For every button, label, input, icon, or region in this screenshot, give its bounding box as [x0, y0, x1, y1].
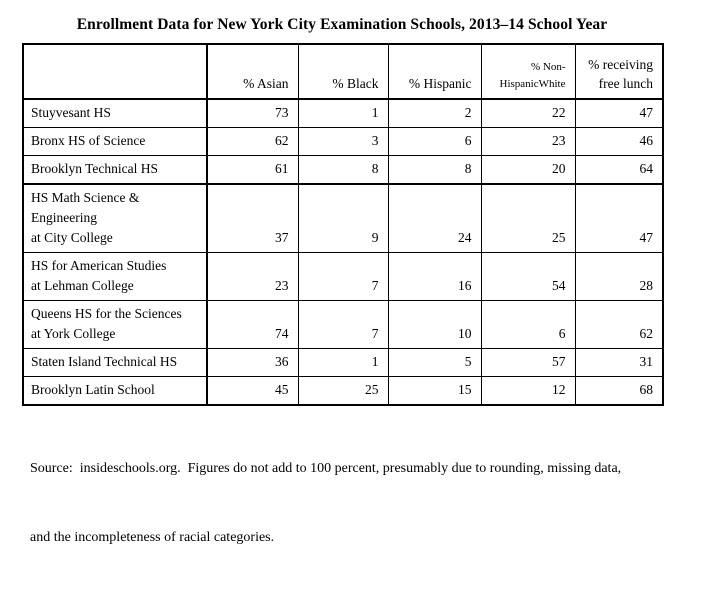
table-row: Queens HS for the Sciences at York Colle…	[22, 300, 664, 349]
value-cell-lunch: 64	[574, 155, 664, 185]
value-cell-hispanic: 10	[387, 300, 482, 349]
value-cell-white: 57	[480, 348, 576, 377]
header-cell-non-hispanic-white: % Non- HispanicWhite	[480, 43, 576, 100]
header-row: % Asian % Black % Hispanic % Non- Hispan…	[22, 43, 664, 100]
value-cell-lunch: 68	[574, 376, 664, 406]
footnote-line: Source: insideschools.org. Figures do no…	[30, 461, 622, 476]
value-cell-hispanic: 24	[387, 183, 482, 253]
value-cell-lunch: 47	[574, 183, 664, 253]
value-cell-white: 54	[480, 252, 576, 301]
footnote-line: and the incompleteness of racial categor…	[30, 530, 275, 545]
header-cell-black: % Black	[297, 43, 389, 100]
table-body: Stuyvesant HS 73 1 2 22 47 Bronx HS of S…	[22, 98, 664, 406]
value-cell-black: 7	[297, 300, 389, 349]
value-cell-white: 20	[480, 155, 576, 185]
table-row: HS for American Studies at Lehman Colleg…	[22, 252, 664, 301]
value-cell-hispanic: 6	[387, 127, 482, 156]
value-cell-lunch: 62	[574, 300, 664, 349]
school-name-cell: Brooklyn Latin School	[22, 376, 208, 406]
table-row: Brooklyn Technical HS 61 8 8 20 64	[22, 155, 664, 185]
table-row: HS Math Science & Engineering at City Co…	[22, 183, 664, 253]
value-cell-asian: 36	[206, 348, 299, 377]
value-cell-hispanic: 8	[387, 155, 482, 185]
value-cell-lunch: 46	[574, 127, 664, 156]
value-cell-asian: 73	[206, 98, 299, 128]
header-cell-hispanic: % Hispanic	[387, 43, 482, 100]
value-cell-asian: 45	[206, 376, 299, 406]
footnote: Source: insideschools.org. Figures do no…	[30, 411, 703, 595]
school-name-cell: HS for American Studies at Lehman Colleg…	[22, 252, 208, 301]
value-cell-white: 22	[480, 98, 576, 128]
document-page: Enrollment Data for New York City Examin…	[22, 16, 664, 545]
header-cell-asian: % Asian	[206, 43, 299, 100]
header-cell-free-lunch: % receiving free lunch	[574, 43, 664, 100]
school-name-cell: Queens HS for the Sciences at York Colle…	[22, 300, 208, 349]
table-row: Brooklyn Latin School 45 25 15 12 68	[22, 376, 664, 406]
value-cell-lunch: 31	[574, 348, 664, 377]
value-cell-asian: 61	[206, 155, 299, 185]
table-row: Bronx HS of Science 62 3 6 23 46	[22, 127, 664, 156]
school-name-cell: Stuyvesant HS	[22, 98, 208, 128]
value-cell-hispanic: 5	[387, 348, 482, 377]
value-cell-white: 12	[480, 376, 576, 406]
school-name-cell: Bronx HS of Science	[22, 127, 208, 156]
value-cell-asian: 62	[206, 127, 299, 156]
school-name-cell: HS Math Science & Engineering at City Co…	[22, 183, 208, 253]
value-cell-hispanic: 15	[387, 376, 482, 406]
value-cell-black: 1	[297, 348, 389, 377]
value-cell-black: 8	[297, 155, 389, 185]
table-header: % Asian % Black % Hispanic % Non- Hispan…	[22, 43, 664, 100]
value-cell-lunch: 47	[574, 98, 664, 128]
value-cell-white: 6	[480, 300, 576, 349]
value-cell-asian: 74	[206, 300, 299, 349]
value-cell-black: 7	[297, 252, 389, 301]
value-cell-black: 9	[297, 183, 389, 253]
page-title: Enrollment Data for New York City Examin…	[76, 16, 608, 33]
table-row: Stuyvesant HS 73 1 2 22 47	[22, 98, 664, 128]
table-row: Staten Island Technical HS 36 1 5 57 31	[22, 348, 664, 377]
value-cell-white: 23	[480, 127, 576, 156]
enrollment-table: % Asian % Black % Hispanic % Non- Hispan…	[22, 43, 664, 406]
value-cell-black: 1	[297, 98, 389, 128]
value-cell-asian: 23	[206, 252, 299, 301]
header-cell-school	[22, 43, 208, 100]
value-cell-black: 25	[297, 376, 389, 406]
school-name-cell: Staten Island Technical HS	[22, 348, 208, 377]
value-cell-hispanic: 16	[387, 252, 482, 301]
value-cell-hispanic: 2	[387, 98, 482, 128]
value-cell-asian: 37	[206, 183, 299, 253]
value-cell-white: 25	[480, 183, 576, 253]
value-cell-lunch: 28	[574, 252, 664, 301]
value-cell-black: 3	[297, 127, 389, 156]
school-name-cell: Brooklyn Technical HS	[22, 155, 208, 185]
